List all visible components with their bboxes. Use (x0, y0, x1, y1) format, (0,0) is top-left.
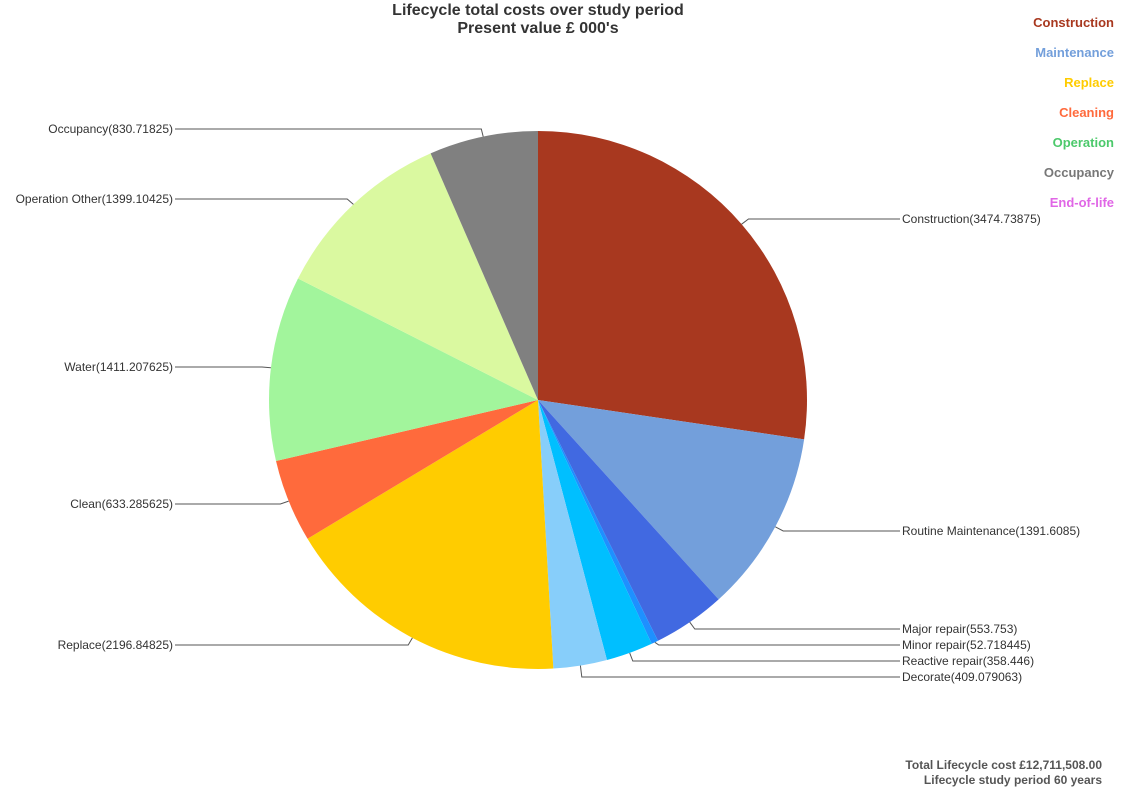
legend-maintenance[interactable]: Maintenance (1035, 45, 1114, 60)
slice-major-repair (538, 400, 719, 641)
legend-replace[interactable]: Replace (1064, 75, 1114, 90)
label-operation-other: Operation Other(1399.10425) (16, 192, 173, 206)
legend-construction[interactable]: Construction (1033, 15, 1114, 30)
label-replace: Replace(2196.84825) (58, 638, 173, 652)
leader-operation-other (175, 198, 354, 205)
slice-operation-other (298, 153, 538, 400)
slice-water (269, 278, 538, 462)
legend: Construction Maintenance Replace Cleaning Op… (1033, 15, 1115, 210)
label-minor-repair: Minor repair(52.718445) (902, 638, 1031, 652)
leader-lines (175, 128, 900, 678)
leader-minor-repair (654, 641, 900, 646)
leader-water (175, 366, 271, 369)
label-reactive-repair: Reactive repair(358.446) (902, 654, 1034, 668)
leader-reactive-repair (629, 652, 900, 662)
slice-labels: Construction(3474.73875) Routine Maintena… (16, 122, 1081, 684)
slice-reactive-repair (538, 400, 652, 661)
label-clean: Clean(633.285625) (70, 497, 173, 511)
slice-clean (276, 400, 538, 539)
slice-replace (307, 400, 554, 669)
legend-cleaning[interactable]: Cleaning (1059, 105, 1114, 120)
legend-end-of-life[interactable]: End-of-life (1050, 195, 1114, 210)
study-period: Lifecycle study period 60 years (924, 773, 1102, 787)
label-construction: Construction(3474.73875) (902, 212, 1041, 226)
pie-slices (269, 131, 808, 669)
slice-construction (538, 131, 808, 440)
leader-construction (741, 218, 900, 225)
leader-routine-maintenance (775, 526, 900, 532)
legend-operation[interactable]: Operation (1053, 135, 1114, 150)
chart-title: Lifecycle total costs over study period (392, 2, 684, 19)
chart-subtitle: Present value £ 000's (457, 20, 618, 37)
label-occupancy: Occupancy(830.71825) (48, 122, 173, 136)
leader-clean (175, 500, 289, 505)
label-water: Water(1411.207625) (64, 360, 173, 374)
leader-replace (175, 637, 413, 646)
slice-routine-maintenance (538, 400, 805, 600)
slice-occupancy (430, 131, 538, 400)
slice-decorate (538, 400, 607, 669)
label-routine-maintenance: Routine Maintenance(1391.6085) (902, 524, 1080, 538)
legend-occupancy[interactable]: Occupancy (1044, 165, 1115, 180)
total-lifecycle-cost: Total Lifecycle cost £12,711,508.00 (905, 758, 1102, 772)
leader-decorate (579, 665, 900, 678)
leader-major-repair (689, 621, 900, 630)
label-major-repair: Major repair(553.753) (902, 622, 1017, 636)
leader-occupancy (175, 128, 484, 137)
slice-minor-repair (538, 400, 659, 644)
label-decorate: Decorate(409.079063) (902, 670, 1022, 684)
